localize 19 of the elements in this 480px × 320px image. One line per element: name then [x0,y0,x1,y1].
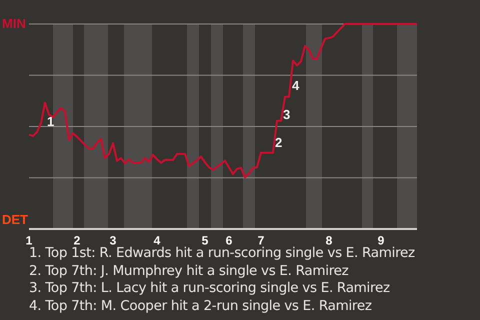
x-tick-label: 7 [258,234,265,248]
text: DET [2,212,28,227]
x-tick-label: 1 [26,234,33,248]
x-tick-label: 5 [202,234,209,248]
annotation: 4 [292,78,300,93]
x-tick-label: 8 [326,234,333,248]
annotation: 2 [275,135,282,150]
x-tick-label: 6 [226,234,233,248]
annotation: 3 [283,107,290,122]
x-tick-label: 4 [154,234,161,248]
text: 4. Top 7th: M. Cooper hit a 2-run single vs E. Ramirez [29,298,373,315]
x-tick-label: 2 [74,234,81,248]
text: MIN [2,16,26,31]
text: 2. Top 7th: J. Mumphrey hit a single vs E. Ramirez [29,262,350,280]
annotation: 1 [47,114,54,129]
x-tick-label: 3 [110,234,117,248]
x-tick-label: 9 [378,234,385,248]
text: 1. Top 1st: R. Edwards hit a run-scoring single vs E. Ramirez [29,245,415,262]
text: 3. Top 7th: L. Lacy hit a run-scoring single vs E. Ramirez [29,280,391,298]
